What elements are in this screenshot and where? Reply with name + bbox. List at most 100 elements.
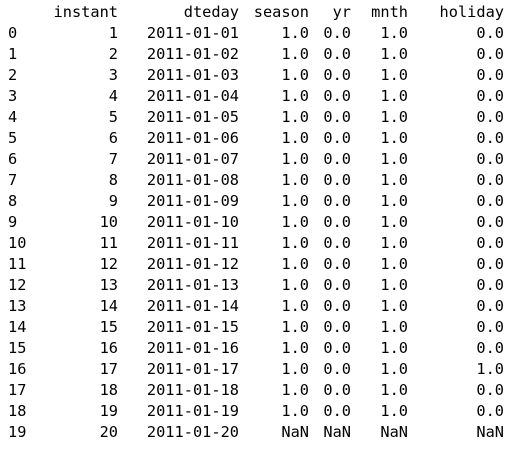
cell-dteday: 2011-01-12 xyxy=(146,255,239,273)
cell-yr: 0.0 xyxy=(323,318,351,336)
cell-holiday: 0.0 xyxy=(476,213,504,231)
cell-holiday: 0.0 xyxy=(476,339,504,357)
column-header-instant: instant xyxy=(53,3,118,21)
cell-instant: 14 xyxy=(99,297,118,315)
row-index: 17 xyxy=(8,381,27,399)
row-index: 12 xyxy=(8,276,27,294)
cell-holiday: 1.0 xyxy=(476,360,504,378)
cell-holiday: NaN xyxy=(476,423,504,441)
table-row: 0 1 2011-01-01 1.0 0.0 1.0 0.0 xyxy=(8,23,504,44)
cell-yr: 0.0 xyxy=(323,402,351,420)
cell-yr: 0.0 xyxy=(323,234,351,252)
cell-season: 1.0 xyxy=(281,66,309,84)
table-row: 8 9 2011-01-09 1.0 0.0 1.0 0.0 xyxy=(8,191,504,212)
cell-instant: 5 xyxy=(108,108,118,126)
cell-mnth: 1.0 xyxy=(380,129,408,147)
cell-season: 1.0 xyxy=(281,276,309,294)
cell-season: 1.0 xyxy=(281,234,309,252)
cell-season: 1.0 xyxy=(281,24,309,42)
header-row: instant dteday season yr mnth holiday xyxy=(8,2,504,23)
cell-mnth: 1.0 xyxy=(380,276,408,294)
table-row: 7 8 2011-01-08 1.0 0.0 1.0 0.0 xyxy=(8,170,504,191)
cell-yr: 0.0 xyxy=(323,381,351,399)
cell-mnth: 1.0 xyxy=(380,297,408,315)
table-row: 6 7 2011-01-07 1.0 0.0 1.0 0.0 xyxy=(8,149,504,170)
cell-instant: 19 xyxy=(99,402,118,420)
cell-mnth: 1.0 xyxy=(380,381,408,399)
cell-season: 1.0 xyxy=(281,150,309,168)
cell-dteday: 2011-01-14 xyxy=(146,297,239,315)
table-row: 3 4 2011-01-04 1.0 0.0 1.0 0.0 xyxy=(8,86,504,107)
cell-holiday: 0.0 xyxy=(476,276,504,294)
table-row: 9 10 2011-01-10 1.0 0.0 1.0 0.0 xyxy=(8,212,504,233)
cell-mnth: 1.0 xyxy=(380,318,408,336)
cell-holiday: 0.0 xyxy=(476,108,504,126)
table-row: 2 3 2011-01-03 1.0 0.0 1.0 0.0 xyxy=(8,65,504,86)
row-index: 0 xyxy=(8,24,18,42)
cell-instant: 17 xyxy=(99,360,118,378)
cell-holiday: 0.0 xyxy=(476,87,504,105)
cell-season: 1.0 xyxy=(281,297,309,315)
cell-dteday: 2011-01-11 xyxy=(146,234,239,252)
cell-dteday: 2011-01-15 xyxy=(146,318,239,336)
cell-mnth: 1.0 xyxy=(380,360,408,378)
cell-dteday: 2011-01-08 xyxy=(146,171,239,189)
cell-yr: 0.0 xyxy=(323,339,351,357)
table-row: 10 11 2011-01-11 1.0 0.0 1.0 0.0 xyxy=(8,233,504,254)
cell-yr: 0.0 xyxy=(323,45,351,63)
cell-dteday: 2011-01-03 xyxy=(146,66,239,84)
cell-season: 1.0 xyxy=(281,255,309,273)
table-row: 5 6 2011-01-06 1.0 0.0 1.0 0.0 xyxy=(8,128,504,149)
table-row: 15 16 2011-01-16 1.0 0.0 1.0 0.0 xyxy=(8,338,504,359)
cell-yr: 0.0 xyxy=(323,24,351,42)
cell-instant: 3 xyxy=(108,66,118,84)
cell-dteday: 2011-01-07 xyxy=(146,150,239,168)
cell-instant: 4 xyxy=(108,87,118,105)
cell-season: 1.0 xyxy=(281,360,309,378)
column-header-season: season xyxy=(253,3,309,21)
table-row: 19 20 2011-01-20 NaN NaN NaN NaN xyxy=(8,422,504,443)
row-index: 4 xyxy=(8,108,18,126)
cell-season: 1.0 xyxy=(281,45,309,63)
cell-mnth: 1.0 xyxy=(380,66,408,84)
cell-mnth: NaN xyxy=(380,423,408,441)
cell-mnth: 1.0 xyxy=(380,339,408,357)
cell-mnth: 1.0 xyxy=(380,171,408,189)
column-header-holiday: holiday xyxy=(439,3,504,21)
cell-dteday: 2011-01-02 xyxy=(146,45,239,63)
cell-yr: 0.0 xyxy=(323,360,351,378)
cell-holiday: 0.0 xyxy=(476,381,504,399)
cell-holiday: 0.0 xyxy=(476,150,504,168)
cell-instant: 1 xyxy=(108,24,118,42)
row-index: 5 xyxy=(8,129,18,147)
cell-holiday: 0.0 xyxy=(476,402,504,420)
cell-dteday: 2011-01-16 xyxy=(146,339,239,357)
cell-season: 1.0 xyxy=(281,87,309,105)
row-index: 18 xyxy=(8,402,27,420)
cell-mnth: 1.0 xyxy=(380,150,408,168)
row-index: 10 xyxy=(8,234,27,252)
cell-holiday: 0.0 xyxy=(476,66,504,84)
cell-yr: 0.0 xyxy=(323,171,351,189)
cell-holiday: 0.0 xyxy=(476,129,504,147)
cell-mnth: 1.0 xyxy=(380,213,408,231)
cell-dteday: 2011-01-01 xyxy=(146,24,239,42)
table-row: 11 12 2011-01-12 1.0 0.0 1.0 0.0 xyxy=(8,254,504,275)
table-row: 17 18 2011-01-18 1.0 0.0 1.0 0.0 xyxy=(8,380,504,401)
column-header-mnth: mnth xyxy=(371,3,408,21)
dataframe-table: instant dteday season yr mnth holiday 0 1… xyxy=(8,2,504,443)
cell-dteday: 2011-01-09 xyxy=(146,192,239,210)
cell-holiday: 0.0 xyxy=(476,24,504,42)
cell-instant: 8 xyxy=(108,171,118,189)
table-row: 12 13 2011-01-13 1.0 0.0 1.0 0.0 xyxy=(8,275,504,296)
cell-season: 1.0 xyxy=(281,339,309,357)
cell-yr: 0.0 xyxy=(323,150,351,168)
cell-season: 1.0 xyxy=(281,381,309,399)
cell-mnth: 1.0 xyxy=(380,24,408,42)
cell-yr: 0.0 xyxy=(323,297,351,315)
cell-instant: 10 xyxy=(99,213,118,231)
table-body: 0 1 2011-01-01 1.0 0.0 1.0 0.0 1 2 2011-01-02 1.0 0… xyxy=(8,23,504,443)
cell-yr: NaN xyxy=(323,423,351,441)
cell-season: NaN xyxy=(281,423,309,441)
cell-yr: 0.0 xyxy=(323,192,351,210)
